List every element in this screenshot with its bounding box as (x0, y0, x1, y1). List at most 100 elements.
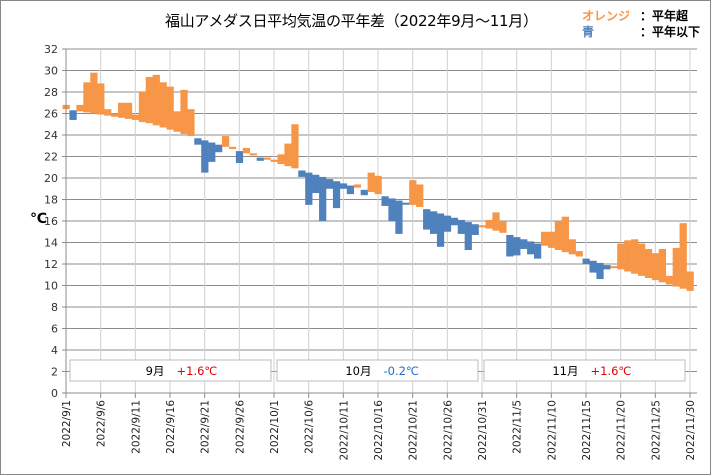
x-tick-label: 2022/11/20 (616, 400, 628, 461)
bar-above-normal (561, 216, 569, 253)
bar-above-normal (145, 76, 153, 124)
y-tick-label: 12 (44, 258, 58, 271)
bar-below-normal (582, 258, 590, 264)
bar-above-normal (291, 124, 299, 169)
bar-above-normal (568, 239, 576, 255)
bars (62, 72, 694, 291)
month-anomaly-value: +1.6℃ (591, 364, 632, 378)
bar-below-normal (346, 185, 355, 195)
month-label: 11月 (552, 364, 578, 378)
bar-below-normal (513, 237, 521, 256)
bar-above-normal (575, 251, 583, 257)
x-tick-label: 2022/9/6 (96, 400, 108, 447)
bar-below-normal (464, 222, 472, 251)
bar-above-normal (374, 175, 382, 195)
bar-below-normal (596, 262, 604, 280)
bar-above-normal (270, 159, 278, 162)
y-tick-label: 28 (44, 86, 58, 99)
bar-above-normal (679, 223, 687, 289)
bar-above-normal (166, 86, 174, 130)
x-tick-label: 2022/10/1 (269, 400, 281, 454)
bar-below-normal (298, 170, 306, 177)
x-tick-label: 2022/11/30 (685, 400, 697, 461)
y-tick-label: 14 (44, 237, 58, 250)
bar-below-normal (430, 211, 438, 234)
bar-above-normal (187, 109, 195, 137)
bar-below-normal (436, 213, 445, 247)
y-tick-label: 4 (51, 344, 58, 357)
bar-above-normal (485, 219, 493, 229)
bar-above-normal (658, 248, 667, 283)
x-tick-label: 2022/10/16 (373, 400, 385, 461)
legend-above-key: オレンジ (582, 9, 631, 23)
y-axis-label: ℃ (30, 211, 47, 227)
bar-below-normal (534, 243, 542, 259)
bar-above-normal (180, 89, 188, 134)
bar-below-normal (471, 224, 479, 235)
bar-below-normal (256, 157, 264, 161)
legend-below-label: ：平年以下 (640, 25, 701, 39)
bar-below-normal (527, 241, 535, 255)
legend-above: オレンジ ：平年超 (582, 8, 700, 24)
bar-above-normal (547, 231, 556, 248)
monthly-anomaly-boxes: 9月 +1.6℃ 10月 -0.2℃ 11月 +1.6℃ (69, 359, 686, 382)
bar-below-normal (215, 144, 223, 153)
bar-below-normal (443, 215, 452, 232)
bar-above-normal (478, 225, 486, 228)
bar-above-normal (138, 92, 147, 123)
bar-above-normal (152, 74, 160, 126)
bar-above-normal (651, 253, 660, 281)
bar-above-normal (644, 248, 653, 278)
bar-above-normal (124, 102, 133, 119)
bar-above-normal (76, 104, 84, 112)
month-label: 9月 (146, 364, 165, 378)
bar-above-normal (284, 143, 292, 167)
month-anomaly-box (276, 359, 479, 382)
bar-above-normal (173, 111, 181, 132)
x-tick-label: 2022/10/11 (338, 400, 350, 461)
x-tick-label: 2022/10/26 (442, 400, 454, 461)
bar-above-normal (353, 184, 361, 188)
bar-above-normal (263, 157, 271, 160)
bar-below-normal (69, 110, 77, 120)
bar-below-normal (381, 196, 389, 206)
y-tick-label: 20 (44, 172, 58, 185)
y-tick-label: 22 (44, 151, 58, 164)
bar-above-normal (277, 154, 285, 165)
y-tick-label: 32 (44, 43, 58, 56)
bar-below-normal (208, 142, 216, 162)
y-tick-label: 8 (51, 301, 58, 314)
bar-above-normal (686, 271, 694, 291)
bar-below-normal (235, 151, 244, 163)
bar-below-normal (423, 209, 431, 230)
bar-below-normal (201, 140, 209, 173)
bar-above-normal (222, 136, 230, 147)
legend-above-label: ：平年超 (640, 9, 689, 23)
x-tick-label: 2022/10/31 (477, 400, 489, 461)
x-tick-label: 2022/11/10 (546, 400, 558, 461)
bar-below-normal (402, 202, 410, 205)
bar-below-normal (388, 198, 396, 221)
bar-below-normal (589, 260, 597, 273)
y-tick-label: 2 (51, 366, 58, 379)
bar-above-normal (83, 82, 91, 113)
y-tick-label: 18 (44, 194, 58, 207)
bar-above-normal (97, 83, 105, 115)
bar-above-normal (159, 82, 167, 128)
bar-above-normal (672, 247, 680, 287)
month-anomaly-box (483, 359, 686, 382)
bar-below-normal (360, 189, 368, 196)
x-tick-label: 2022/9/11 (130, 400, 142, 454)
chart-title: 福山アメダス日平均気温の平年差（2022年9月～11月） (165, 12, 538, 30)
bar-above-normal (665, 275, 673, 285)
bar-above-normal (118, 102, 126, 118)
bar-below-normal (339, 183, 348, 189)
y-tick-label: 6 (51, 323, 58, 336)
month-anomaly-value: +1.6℃ (177, 364, 218, 378)
y-tick-label: 0 (51, 387, 58, 400)
bar-above-normal (499, 221, 507, 233)
legend: オレンジ ：平年超 青 ：平年以下 (582, 8, 700, 40)
bar-below-normal (603, 265, 611, 270)
